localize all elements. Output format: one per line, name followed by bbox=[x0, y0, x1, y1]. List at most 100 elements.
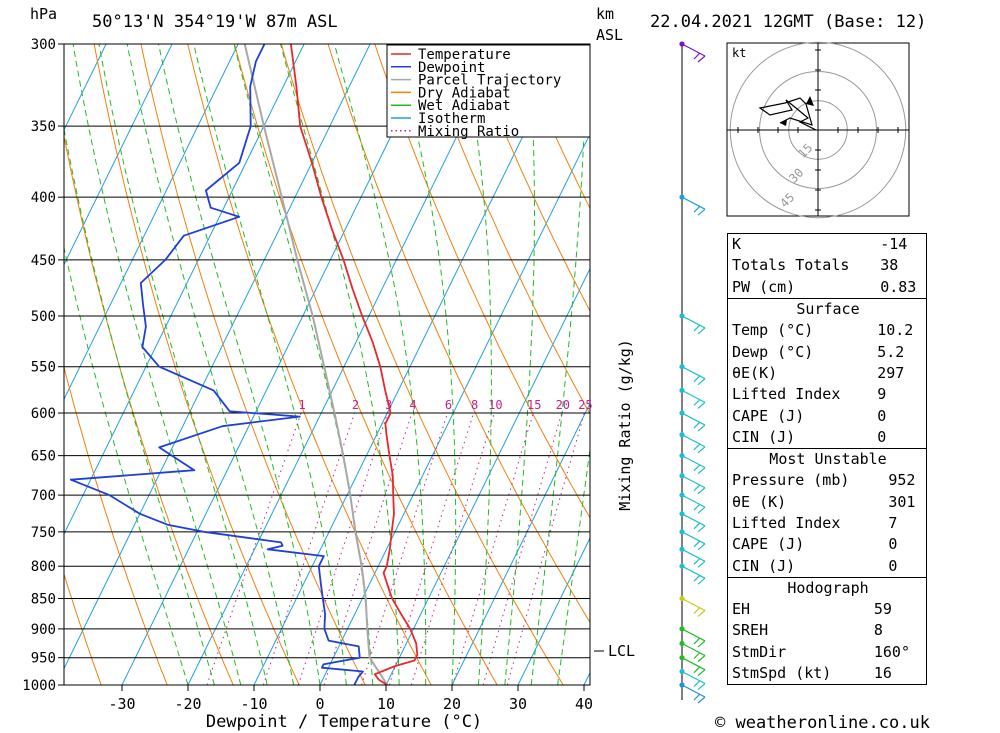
wind-barb-flag bbox=[693, 557, 701, 565]
surface-thetae-row: θE(K) 297 bbox=[732, 363, 905, 382]
mixing-ratio-label: 2 bbox=[352, 398, 359, 412]
wind-barb bbox=[681, 434, 706, 448]
mixing-ratio-line bbox=[262, 412, 356, 685]
wind-barb-flag bbox=[697, 696, 706, 704]
datetime-label: 22.04.2021 12GMT (Base: 12) bbox=[650, 12, 926, 32]
wind-barb-flag bbox=[697, 401, 706, 409]
wind-barb-flag bbox=[697, 446, 706, 454]
hodograph-trace bbox=[758, 97, 817, 131]
wet-adiabat-line bbox=[72, 44, 242, 685]
wind-barb-flag bbox=[693, 522, 701, 530]
legend-label-dewpoint: Dewpoint bbox=[418, 60, 485, 76]
wind-barb-flag bbox=[693, 443, 701, 451]
mu-cape-row: CAPE (J) 0 bbox=[732, 535, 898, 554]
wet-adiabat-line bbox=[126, 44, 295, 685]
mixing-ratio-line bbox=[410, 412, 495, 685]
dry-adiabat-line bbox=[234, 44, 498, 685]
wet-adiabat-line bbox=[504, 44, 535, 685]
mu-thetae-row: θE (K) 301 bbox=[732, 492, 916, 511]
mixing-ratio-label: 15 bbox=[527, 398, 541, 412]
mu-li-row: Lifted Index 7 bbox=[732, 514, 898, 532]
stmspd-row: StmSpd (kt) 16 bbox=[732, 664, 892, 683]
wind-barb bbox=[681, 494, 706, 508]
isobar-lines bbox=[64, 43, 590, 686]
wet-adiabat-line bbox=[64, 126, 215, 685]
wind-barb-flag bbox=[693, 421, 701, 429]
location-label: 50°13'N 354°19'W 87m ASL bbox=[92, 12, 338, 32]
legend-label-parcel: Parcel Trajectory bbox=[418, 73, 561, 89]
dry-adiabat-line bbox=[467, 44, 590, 313]
wind-barb bbox=[681, 642, 706, 657]
wet-adiabat-line bbox=[530, 44, 588, 685]
y-tick-label: 300 bbox=[31, 37, 56, 53]
surface-box: Surface Temp (°C) 10.2 Dewp (°C) 5.2 θE(K)… bbox=[727, 297, 927, 449]
asl-label: ASL bbox=[596, 26, 623, 44]
hodograph-box: Hodograph EH 59 SREH 8 StmDir 160° StmSpd (… bbox=[727, 576, 927, 686]
pressure-unit-label: hPa bbox=[30, 5, 57, 23]
hodograph-title: Hodograph bbox=[787, 578, 869, 597]
legend-label-wet_adiabat: Wet Adiabat bbox=[418, 98, 511, 114]
wind-barb bbox=[681, 455, 706, 469]
storm-motion-icon bbox=[806, 96, 814, 106]
y-tick-label: 500 bbox=[31, 309, 56, 325]
wind-barb bbox=[681, 531, 706, 545]
eh-row: EH 59 bbox=[732, 600, 892, 619]
surface-temp-row: Temp (°C) 10.2 bbox=[732, 321, 914, 340]
wind-barb-flag bbox=[697, 683, 706, 690]
wet-adiabat-line bbox=[395, 44, 457, 685]
hodograph-end-icon bbox=[780, 120, 787, 126]
x-tick-label: -20 bbox=[174, 695, 201, 713]
wind-barb bbox=[681, 196, 706, 210]
dry-adiabat-line bbox=[64, 572, 102, 685]
wind-barb-flag bbox=[697, 424, 706, 432]
x-tick-label: 20 bbox=[443, 695, 461, 713]
dry-adiabat-line bbox=[64, 133, 234, 685]
parcel-line bbox=[243, 44, 389, 685]
stability-box: K -14 Totals Totals 38 PW (cm) 0.83 bbox=[727, 233, 927, 299]
wind-barb-flag bbox=[693, 666, 701, 674]
wind-barb-flag bbox=[693, 652, 701, 659]
wind-barb bbox=[681, 412, 706, 426]
wind-barb bbox=[681, 548, 706, 562]
axes: 1 2 3 4 6 8 10 15 20 2530035040045050055060065070… bbox=[22, 37, 593, 713]
isotherm-line bbox=[187, 44, 503, 685]
profiles bbox=[69, 44, 419, 685]
y-tick-label: 350 bbox=[31, 119, 56, 135]
sreh-row: SREH 8 bbox=[732, 621, 883, 640]
isotherm-line bbox=[64, 44, 239, 401]
wind-barb-flag bbox=[697, 487, 706, 495]
wind-barb bbox=[681, 565, 706, 579]
wind-barb-flag bbox=[693, 503, 701, 511]
most-unstable-title: Most Unstable bbox=[769, 450, 887, 469]
surface-cin-row: CIN (J) 0 bbox=[732, 427, 887, 446]
y-tick-label: 700 bbox=[31, 488, 56, 504]
dry-adiabat-line bbox=[64, 365, 168, 685]
mixing-ratio-line bbox=[297, 412, 389, 685]
temperature-line bbox=[290, 44, 419, 685]
y-tick-label: 600 bbox=[31, 406, 56, 422]
mixing-ratio-line bbox=[482, 412, 563, 685]
wind-barb-flag bbox=[693, 205, 701, 213]
wind-barb-flag bbox=[693, 52, 701, 60]
legend-label-dry_adiabat: Dry Adiabat bbox=[418, 85, 511, 101]
x-tick-label: 40 bbox=[575, 695, 593, 713]
wind-barb-flag bbox=[697, 208, 706, 216]
legend-label-isotherm: Isotherm bbox=[418, 111, 485, 127]
wind-barb bbox=[681, 670, 706, 685]
mixing-ratio-line bbox=[361, 412, 448, 685]
x-tick-label: 0 bbox=[315, 695, 324, 713]
isotherm-line bbox=[121, 44, 437, 685]
surface-dewp-row: Dewp (°C) 5.2 bbox=[732, 342, 905, 361]
wind-barb-flag bbox=[697, 525, 706, 533]
dry-adiabat-line bbox=[374, 44, 590, 519]
legend-box bbox=[386, 44, 591, 138]
lcl-label: LCL bbox=[608, 642, 635, 660]
y-tick-label: 550 bbox=[31, 360, 56, 376]
wind-barb-flag bbox=[693, 398, 701, 406]
isotherm-line bbox=[64, 44, 371, 670]
surface-title: Surface bbox=[796, 300, 860, 319]
y-tick-label: 850 bbox=[31, 591, 56, 607]
wind-barb bbox=[681, 597, 706, 612]
